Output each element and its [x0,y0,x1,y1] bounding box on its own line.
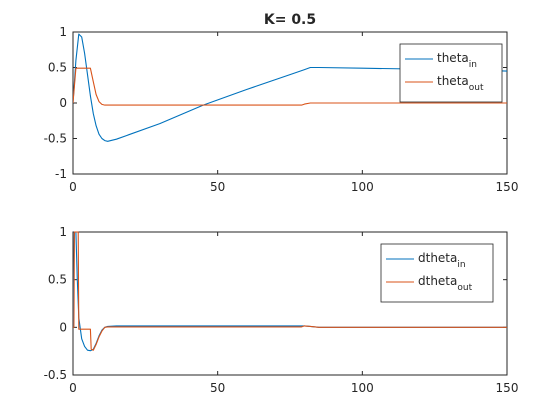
chart-title: K= 0.5 [264,12,316,28]
x-tick-label: 0 [69,381,77,395]
x-tick-label: 50 [210,381,225,395]
legend: dthetain dthetaout [380,243,494,303]
y-tick-label: 0 [59,320,67,334]
legend-label: dthetaout [418,274,473,293]
y-tick-label: -0.5 [44,132,67,146]
y-tick-label: -0.5 [44,368,67,382]
y-tick-label: 1 [59,25,67,39]
legend-label: thetaout [437,74,484,93]
legend-label: thetain [437,51,477,70]
legend-label: dthetain [418,251,466,270]
x-tick-label: 100 [351,180,374,194]
top-plot: 0 50 100 150 -1 -0.5 0 0.5 1 K= 0.5 thetain thetaou… [44,12,519,194]
y-tick-label: 1 [59,225,67,239]
x-tick-label: 150 [496,381,519,395]
series-line-theta-out [73,67,507,106]
x-tick-label: 150 [496,180,519,194]
x-tick-label: 100 [351,381,374,395]
y-tick-label: 0.5 [48,273,67,287]
x-tick-label: 0 [69,180,77,194]
y-tick-label: 0 [59,96,67,110]
legend: thetain thetaout [399,43,503,103]
series-line-theta-in [73,33,507,142]
y-tick-label: 0.5 [48,61,67,75]
y-tick-label: -1 [55,167,67,181]
series-line-dtheta-out [73,231,507,351]
x-tick-label: 50 [210,180,225,194]
legend-box [399,43,503,103]
legend-box [380,243,494,303]
